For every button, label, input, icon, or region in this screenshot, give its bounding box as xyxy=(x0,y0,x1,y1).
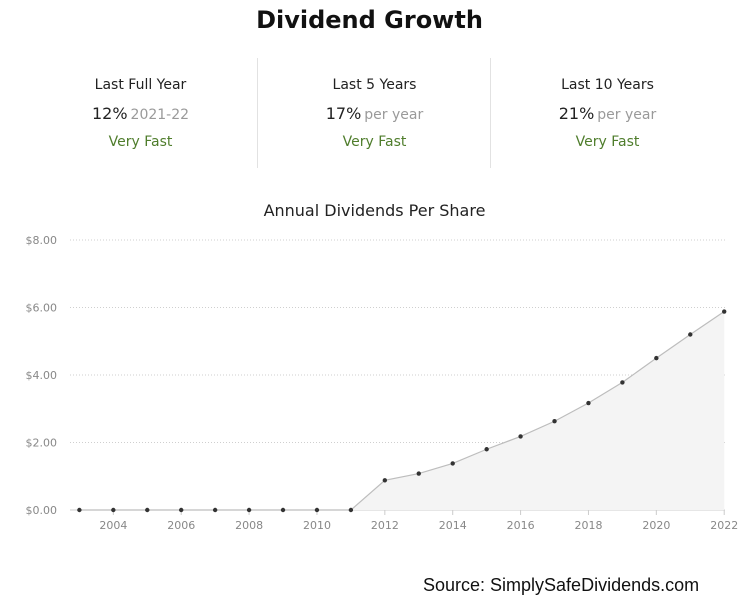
y-tick-label: $6.00 xyxy=(26,302,58,315)
data-point xyxy=(348,507,354,513)
x-tick-label: 2006 xyxy=(167,519,195,532)
x-tick-label: 2008 xyxy=(235,519,263,532)
x-tick-label: 2004 xyxy=(99,519,127,532)
x-tick-label: 2020 xyxy=(642,519,670,532)
data-point xyxy=(179,507,184,513)
chart-title: Annual Dividends Per Share xyxy=(263,201,486,220)
stats-panel: Last Full Year 12% 2021-22 Very Fast Last… xyxy=(24,58,724,168)
stat-value: 21% xyxy=(558,104,595,123)
stat-label: Last 5 Years xyxy=(332,77,417,93)
data-point xyxy=(620,380,625,385)
x-tick-label: 2018 xyxy=(574,519,602,532)
x-tick-label: 2010 xyxy=(303,519,331,532)
series-line xyxy=(79,311,725,511)
x-tick-label: 2016 xyxy=(507,519,535,532)
stat-sub: per year xyxy=(597,107,657,123)
data-point xyxy=(77,507,82,513)
data-point xyxy=(518,434,523,439)
stat-sub: per year xyxy=(364,107,424,123)
page-title: Dividend Growth xyxy=(256,6,483,34)
data-point xyxy=(552,419,557,424)
stat-label: Last Full Year xyxy=(94,77,187,93)
x-tick-label: 2014 xyxy=(439,519,467,532)
stat-last-full-year: Last Full Year 12% 2021-22 Very Fast xyxy=(24,58,257,168)
stat-value-row: 21% per year xyxy=(491,104,724,123)
data-point xyxy=(246,507,252,513)
source-credit: Source: SimplySafeDividends.com xyxy=(423,575,700,595)
stat-rating: Very Fast xyxy=(342,134,407,150)
stat-value: 12% xyxy=(91,104,128,123)
x-tick-label: 2022 xyxy=(710,519,738,532)
stat-last-10-years: Last 10 Years 21% per year Very Fast xyxy=(490,58,724,168)
stat-last-5-years: Last 5 Years 17% per year Very Fast xyxy=(257,58,491,168)
data-point xyxy=(586,400,591,406)
stat-rating: Very Fast xyxy=(575,134,640,150)
data-point xyxy=(382,478,388,483)
data-point xyxy=(688,332,693,337)
data-point xyxy=(280,507,286,513)
stat-sub: 2021-22 xyxy=(130,107,190,123)
y-tick-label: $4.00 xyxy=(26,369,58,382)
series-area xyxy=(79,311,725,510)
x-tick-label: 2012 xyxy=(371,519,399,532)
data-point xyxy=(416,471,421,476)
stat-value-row: 12% 2021-22 xyxy=(24,104,257,123)
data-point xyxy=(722,309,727,314)
y-tick-label: $2.00 xyxy=(26,437,58,450)
data-point xyxy=(111,507,116,513)
stat-value-row: 17% per year xyxy=(258,104,491,123)
y-tick-label: $0.00 xyxy=(26,504,58,517)
y-tick-label: $8.00 xyxy=(26,234,58,247)
stat-label: Last 10 Years xyxy=(561,77,654,93)
data-point xyxy=(314,507,320,513)
stat-value: 17% xyxy=(325,104,362,123)
data-point xyxy=(145,507,150,513)
data-point xyxy=(212,507,218,513)
stat-rating: Very Fast xyxy=(108,134,173,150)
data-point xyxy=(654,355,659,361)
data-point xyxy=(484,447,489,452)
data-point xyxy=(450,461,455,466)
